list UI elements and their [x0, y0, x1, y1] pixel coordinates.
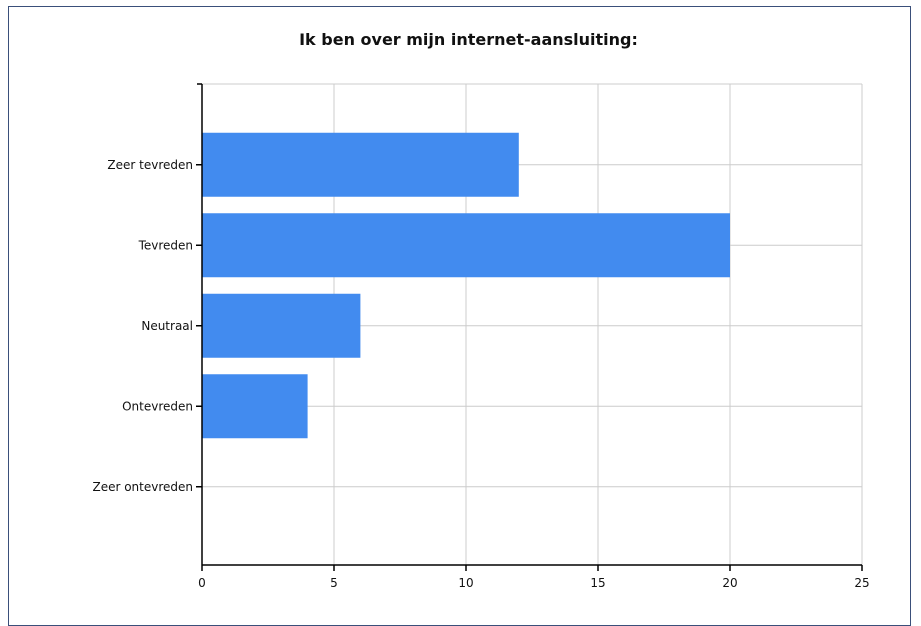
x-tick-label: 25 — [854, 576, 869, 590]
axes — [196, 83, 863, 571]
bar — [202, 132, 519, 197]
y-tick-label: Zeer tevreden — [107, 158, 193, 172]
y-tick-label: Zeer ontevreden — [92, 480, 193, 494]
y-tick-label: Ontevreden — [122, 399, 193, 413]
y-tick-label: Tevreden — [138, 238, 193, 252]
x-tick-label: 10 — [458, 576, 473, 590]
bar — [202, 213, 730, 278]
tick-labels: Zeer tevreden Tevreden Neutraal Ontevreden Z… — [92, 158, 869, 590]
bar — [202, 293, 361, 358]
x-tick-label: 5 — [330, 576, 338, 590]
x-tick-label: 15 — [590, 576, 605, 590]
x-tick-label: 20 — [722, 576, 737, 590]
y-tick-label: Neutraal — [141, 319, 193, 333]
chart-frame — [8, 6, 911, 626]
bars — [202, 132, 730, 439]
chart-title: Ik ben over mijn internet-aansluiting: — [299, 30, 638, 49]
x-tick-label: 0 — [198, 576, 206, 590]
bar — [202, 374, 308, 439]
